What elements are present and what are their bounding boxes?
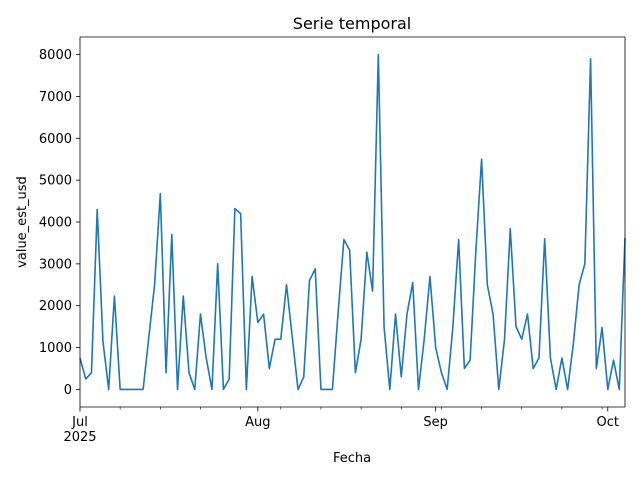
- y-tick-label: 2000: [39, 299, 72, 314]
- y-tick-label: 5000: [39, 174, 72, 189]
- plot-area: 0 1000 2000 3000 4000 5000 6000 7000 8000 Jul2025…: [39, 36, 626, 445]
- y-tick-label: 1000: [39, 341, 72, 356]
- y-tick-label: 4000: [39, 216, 72, 231]
- y-tick-label: 8000: [39, 48, 72, 63]
- y-tick-label: 6000: [39, 132, 72, 147]
- y-tick-label: 0: [64, 383, 72, 398]
- series-line-0: [79, 53, 626, 391]
- x-tick-label: Aug: [245, 415, 270, 430]
- x-tick-sublabel: 2025: [63, 430, 96, 445]
- x-tick-label: Sep: [423, 415, 448, 430]
- x-axis-title: Fecha: [333, 451, 371, 466]
- chart-title: Serie temporal: [293, 14, 411, 33]
- y-tick-label: 3000: [39, 257, 72, 272]
- y-axis-title: value_est_usd: [15, 176, 30, 268]
- y-tick-label: 7000: [39, 90, 72, 105]
- x-tick-label: Oct: [597, 415, 619, 430]
- x-tick-label: Jul: [71, 415, 88, 430]
